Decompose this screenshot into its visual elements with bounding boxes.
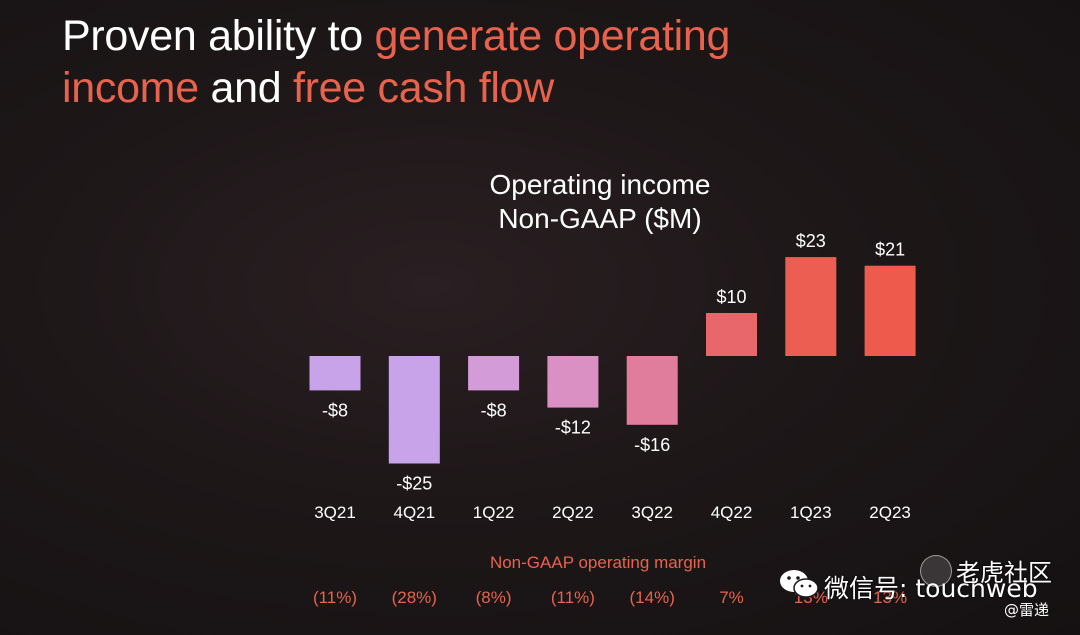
margin-section-title: Non-GAAP operating margin xyxy=(489,553,707,572)
category-label-4Q22: 4Q22 xyxy=(711,503,753,522)
slide-headline: Proven ability to generate operating inco… xyxy=(62,10,1022,114)
bar-1Q22 xyxy=(468,356,520,391)
bar-4Q22 xyxy=(706,313,757,356)
category-label-2Q23: 2Q23 xyxy=(869,503,911,522)
headline-part-5: free cash flow xyxy=(292,64,555,112)
category-label-4Q21: 4Q21 xyxy=(394,503,436,522)
category-label-3Q22: 3Q22 xyxy=(631,503,673,522)
margin-value-1Q22: (8%) xyxy=(476,588,512,607)
bar-4Q21 xyxy=(388,356,440,464)
value-label-2Q22: -$12 xyxy=(555,418,591,438)
value-label-2Q23: $21 xyxy=(875,240,905,260)
chart-title-line-1: Operating income xyxy=(489,169,711,200)
value-label-4Q21: -$25 xyxy=(396,474,432,494)
value-label-3Q22: -$16 xyxy=(634,435,670,455)
margin-value-2Q23: 13% xyxy=(873,588,907,607)
category-label-1Q22: 1Q22 xyxy=(473,503,515,522)
category-label-1Q23: 1Q23 xyxy=(790,503,832,522)
category-label-2Q22: 2Q22 xyxy=(552,503,594,522)
category-label-3Q21: 3Q21 xyxy=(314,503,356,522)
margin-value-3Q22: (14%) xyxy=(630,588,675,607)
bar-1Q23 xyxy=(785,257,837,356)
bar-3Q22 xyxy=(626,356,678,425)
margin-value-1Q23: 13% xyxy=(794,588,828,607)
margin-value-4Q22: 7% xyxy=(719,588,744,607)
chart-title-line-2: Non-GAAP ($M) xyxy=(498,203,702,234)
bar-3Q21 xyxy=(309,356,361,391)
headline-part-4: and xyxy=(198,64,293,112)
headline-part-3: income xyxy=(62,64,199,112)
value-label-1Q22: -$8 xyxy=(481,400,507,420)
bar-2Q22 xyxy=(547,356,599,408)
margin-value-4Q21: (28%) xyxy=(392,588,437,607)
bar-2Q23 xyxy=(864,265,916,356)
value-label-3Q21: -$8 xyxy=(322,400,348,420)
headline-part-2: generate operating xyxy=(374,12,731,60)
headline-part-1: Proven ability to xyxy=(62,12,375,60)
margin-value-2Q22: (11%) xyxy=(551,588,595,607)
value-label-4Q22: $10 xyxy=(716,287,746,307)
value-label-1Q23: $23 xyxy=(796,231,826,251)
margin-value-3Q21: (11%) xyxy=(313,588,357,607)
